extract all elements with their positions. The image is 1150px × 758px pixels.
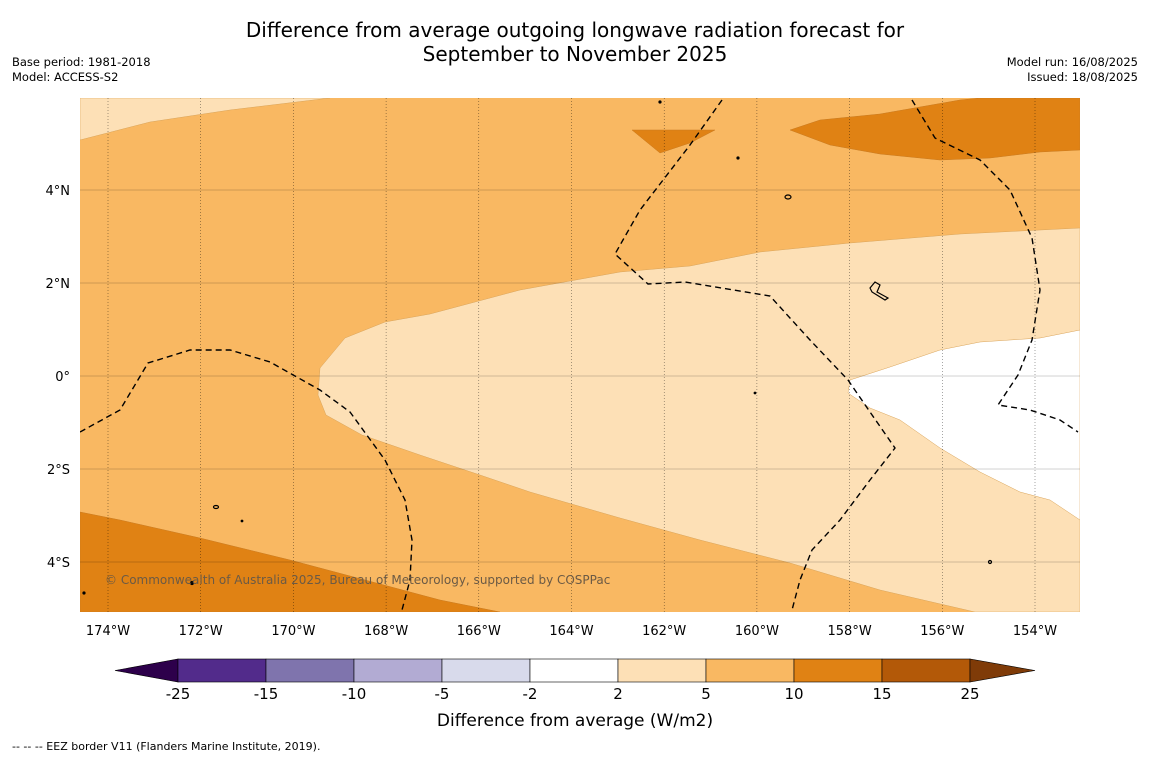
colorbar: -25 -15 -10 -5 -2 2 5 10 15 25 bbox=[114, 658, 1036, 703]
footer-note: -- -- -- EEZ border V11 (Flanders Marine… bbox=[12, 740, 321, 753]
contour-10-15-southwest bbox=[80, 511, 501, 612]
model-run-text: Model run: 16/08/2025 bbox=[1006, 55, 1138, 69]
title-line-1: Difference from average outgoing longwav… bbox=[245, 18, 905, 42]
colorbar-tick-label: -15 bbox=[254, 685, 279, 703]
island bbox=[987, 559, 993, 565]
contour-neutral-east bbox=[847, 329, 1080, 521]
issued-text: Issued: 18/08/2025 bbox=[1027, 70, 1138, 84]
latitude-labels: 4°N 2°N 0° 2°S 4°S bbox=[46, 184, 71, 571]
island bbox=[736, 156, 740, 160]
longitude-label: 168°W bbox=[364, 624, 408, 639]
contour-10-15-northeast bbox=[789, 98, 1080, 161]
latitude-label: 4°S bbox=[47, 556, 70, 571]
colorbar-tick-label: 2 bbox=[613, 685, 623, 703]
eez-border-east bbox=[911, 99, 1079, 433]
colorbar-swatch bbox=[529, 658, 619, 683]
colorbar-tick-label: 5 bbox=[701, 685, 711, 703]
islands bbox=[82, 100, 993, 595]
eez-borders bbox=[80, 99, 1079, 611]
colorbar-swatch bbox=[441, 658, 531, 683]
colorbar-tick-label: -10 bbox=[342, 685, 367, 703]
longitude-label: 172°W bbox=[179, 624, 223, 639]
island bbox=[869, 281, 890, 301]
colorbar-under-arrow bbox=[114, 658, 179, 683]
longitude-label: 158°W bbox=[828, 624, 872, 639]
longitude-labels: 174°W 172°W 170°W 168°W 166°W 164°W 162°W 160°W… bbox=[86, 624, 1057, 639]
colorbar-swatch bbox=[353, 658, 443, 683]
island bbox=[658, 100, 662, 104]
island bbox=[189, 580, 195, 586]
colorbar-swatch bbox=[705, 658, 795, 683]
chart-title: Difference from average outgoing longwav… bbox=[0, 18, 1150, 66]
latitude-label: 2°S bbox=[47, 463, 70, 478]
title-line-2: September to November 2025 bbox=[422, 42, 728, 66]
colorbar-swatch bbox=[265, 658, 355, 683]
latitude-label: 2°N bbox=[46, 277, 71, 292]
island bbox=[784, 194, 792, 200]
contour-10-15-patch bbox=[631, 129, 716, 154]
longitude-label: 164°W bbox=[549, 624, 593, 639]
island bbox=[212, 504, 220, 510]
colorbar-over-arrow bbox=[969, 658, 1036, 683]
longitude-label: 174°W bbox=[86, 624, 130, 639]
colorbar-tick-label: -5 bbox=[435, 685, 450, 703]
map-plot-area: © Commonwealth of Australia 2025, Bureau… bbox=[80, 98, 1080, 612]
colorbar-swatch bbox=[617, 658, 707, 683]
longitude-label: 162°W bbox=[642, 624, 686, 639]
latitude-label: 0° bbox=[55, 370, 70, 385]
colorbar-tick-label: 10 bbox=[784, 685, 803, 703]
colorbar-swatch bbox=[881, 658, 971, 683]
island bbox=[82, 591, 86, 595]
meta-right: Model run: 16/08/2025 Issued: 18/08/2025 bbox=[1007, 55, 1138, 85]
eez-border-west bbox=[80, 349, 413, 611]
colorbar-tick-label: 25 bbox=[960, 685, 979, 703]
longitude-label: 156°W bbox=[920, 624, 964, 639]
contour-2-5-northwest bbox=[80, 98, 331, 141]
colorbar-swatch bbox=[177, 658, 267, 683]
graticule bbox=[80, 98, 1080, 612]
longitude-label: 154°W bbox=[1013, 624, 1057, 639]
colorbar-tick-label: 15 bbox=[872, 685, 891, 703]
colorbar-swatch bbox=[793, 658, 883, 683]
longitude-label: 166°W bbox=[457, 624, 501, 639]
copyright-text: © Commonwealth of Australia 2025, Bureau… bbox=[105, 573, 610, 587]
longitude-label: 170°W bbox=[271, 624, 315, 639]
colorbar-tick-label: -2 bbox=[523, 685, 538, 703]
colorbar-title: Difference from average (W/m2) bbox=[437, 711, 713, 731]
island bbox=[753, 391, 757, 395]
base-period-text: Base period: 1981-2018 bbox=[12, 55, 151, 69]
meta-left: Base period: 1981-2018 Model: ACCESS-S2 bbox=[12, 55, 151, 85]
eez-border-central bbox=[614, 99, 896, 611]
latitude-label: 4°N bbox=[46, 184, 71, 199]
longitude-label: 160°W bbox=[735, 624, 779, 639]
colorbar-tick-label: -25 bbox=[166, 685, 191, 703]
island bbox=[240, 519, 244, 523]
map-figure: © Commonwealth of Australia 2025, Bureau… bbox=[46, 98, 1080, 731]
model-text: Model: ACCESS-S2 bbox=[12, 70, 119, 84]
